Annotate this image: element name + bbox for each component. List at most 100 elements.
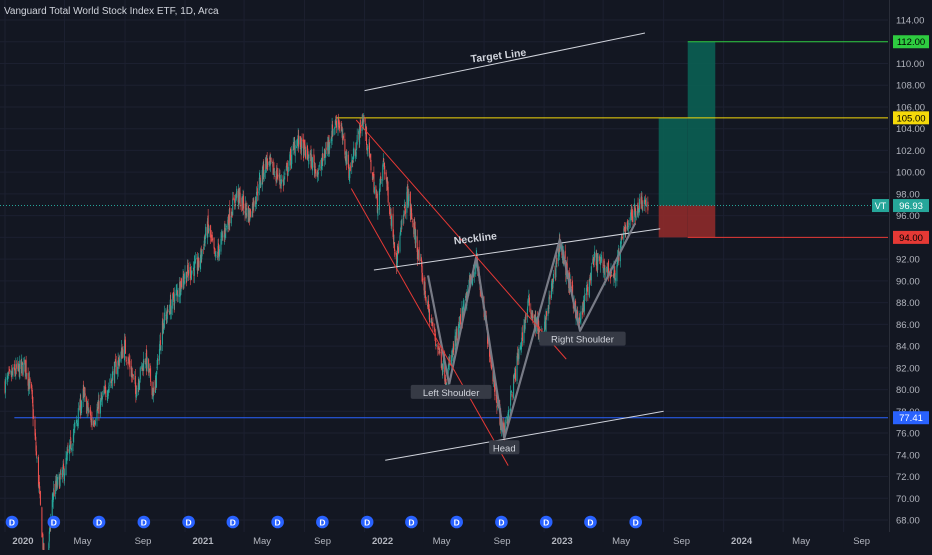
dividend-marker-label: D [408, 518, 414, 528]
dividend-marker-icon[interactable] [405, 515, 418, 529]
candle-body [614, 270, 616, 281]
candle-body [313, 154, 315, 163]
candle-body [215, 255, 217, 256]
dividend-marker-icon[interactable] [629, 515, 643, 529]
candle-body [382, 164, 384, 181]
candle-body [308, 154, 310, 159]
candle-body [91, 418, 93, 426]
candle-body [35, 451, 37, 456]
level-price-tag[interactable] [893, 111, 929, 125]
dividend-marker-label: D [275, 518, 281, 528]
candle-body [416, 236, 418, 253]
candle-body [387, 186, 389, 203]
dividend-marker-icon[interactable] [226, 515, 240, 529]
candle-body [35, 441, 37, 452]
candle-body [348, 167, 350, 179]
candle-body [142, 363, 144, 369]
dividend-marker-icon[interactable] [92, 515, 106, 529]
trend-lines[interactable] [350, 32, 664, 466]
candle-body [39, 491, 41, 505]
candle-body [606, 267, 608, 269]
neckline-line[interactable] [373, 228, 661, 271]
target-line[interactable] [364, 32, 646, 92]
level-price-tag[interactable] [893, 35, 929, 49]
candle-body [555, 263, 557, 278]
candle-body [115, 359, 117, 363]
candle-body [260, 182, 262, 187]
candle-body [204, 237, 206, 244]
candle-body [153, 386, 155, 393]
candle-body [494, 387, 496, 396]
candle-body [372, 176, 374, 179]
horizontal-levels[interactable] [0, 41, 888, 419]
candle-body [279, 182, 281, 183]
candle-body [528, 297, 530, 306]
candle-body [22, 362, 24, 375]
candle-body [336, 120, 338, 128]
channel-line[interactable] [350, 188, 509, 466]
candle-body [193, 262, 195, 276]
candle-body [98, 401, 100, 414]
price-tick-label: 108.00 [896, 81, 925, 92]
candle-body [207, 218, 209, 238]
dividend-marker-icon[interactable] [495, 515, 508, 529]
candle-body [389, 205, 391, 214]
dividend-marker-icon[interactable] [182, 515, 195, 529]
candle-body [84, 393, 86, 396]
candle-body [355, 151, 357, 157]
candle-body [279, 175, 281, 182]
dividend-marker-icon[interactable] [584, 515, 597, 529]
candle-body [27, 372, 29, 386]
price-axis[interactable]: 68.0070.0072.0074.0076.0078.0080.0082.00… [872, 16, 929, 527]
dividend-marker-icon[interactable] [450, 515, 463, 529]
current-price-tag[interactable] [893, 199, 929, 213]
dividend-marker-icon[interactable] [271, 515, 284, 529]
candle-body [151, 381, 153, 395]
candle-body [376, 193, 378, 213]
candle-body [203, 240, 205, 250]
candle-body [60, 473, 62, 475]
candle-body [601, 257, 603, 260]
dividend-marker-icon[interactable] [5, 515, 19, 529]
candle-body [303, 142, 305, 156]
time-tick-label: May [792, 536, 810, 547]
dividend-marker-icon[interactable] [539, 515, 553, 529]
candle-body [406, 191, 408, 213]
candle-body [12, 366, 14, 377]
candle-body [507, 411, 509, 421]
candle-body [464, 299, 466, 301]
candle-body [516, 355, 518, 382]
candle-body [224, 234, 226, 238]
head-shoulders-pattern-line[interactable] [426, 222, 637, 439]
candle-body [400, 225, 402, 227]
candle-body [463, 300, 465, 306]
dividend-marker-icon[interactable] [316, 515, 329, 529]
dividend-marker-icon[interactable] [137, 515, 151, 529]
candle-body [504, 419, 506, 432]
candle-body [5, 378, 7, 380]
candle-body [135, 385, 137, 398]
support-line[interactable] [385, 410, 664, 461]
channel-line[interactable] [355, 119, 567, 360]
candle-body [135, 394, 137, 398]
candle-body [258, 191, 260, 194]
dividend-marker-icon[interactable] [47, 515, 61, 529]
level-price-tag[interactable] [893, 230, 929, 244]
candle-body [472, 278, 474, 281]
candle-body [19, 360, 21, 379]
candle-body [304, 144, 306, 150]
dividend-marker-label: D [141, 518, 147, 528]
candle-body [132, 374, 134, 376]
candle-body [380, 179, 382, 180]
candle-body [245, 202, 247, 211]
level-price-tag[interactable] [893, 411, 929, 425]
candle-body [602, 259, 604, 269]
time-tick-label: Sep [673, 536, 690, 547]
candle-body [218, 248, 220, 257]
dividend-marker-icon[interactable] [360, 515, 374, 529]
time-axis[interactable]: 2020 May Sep 2021 May Sep 2022 May Sep 2023 May Sep… [12, 536, 870, 547]
time-tick-label: Sep [494, 536, 511, 547]
